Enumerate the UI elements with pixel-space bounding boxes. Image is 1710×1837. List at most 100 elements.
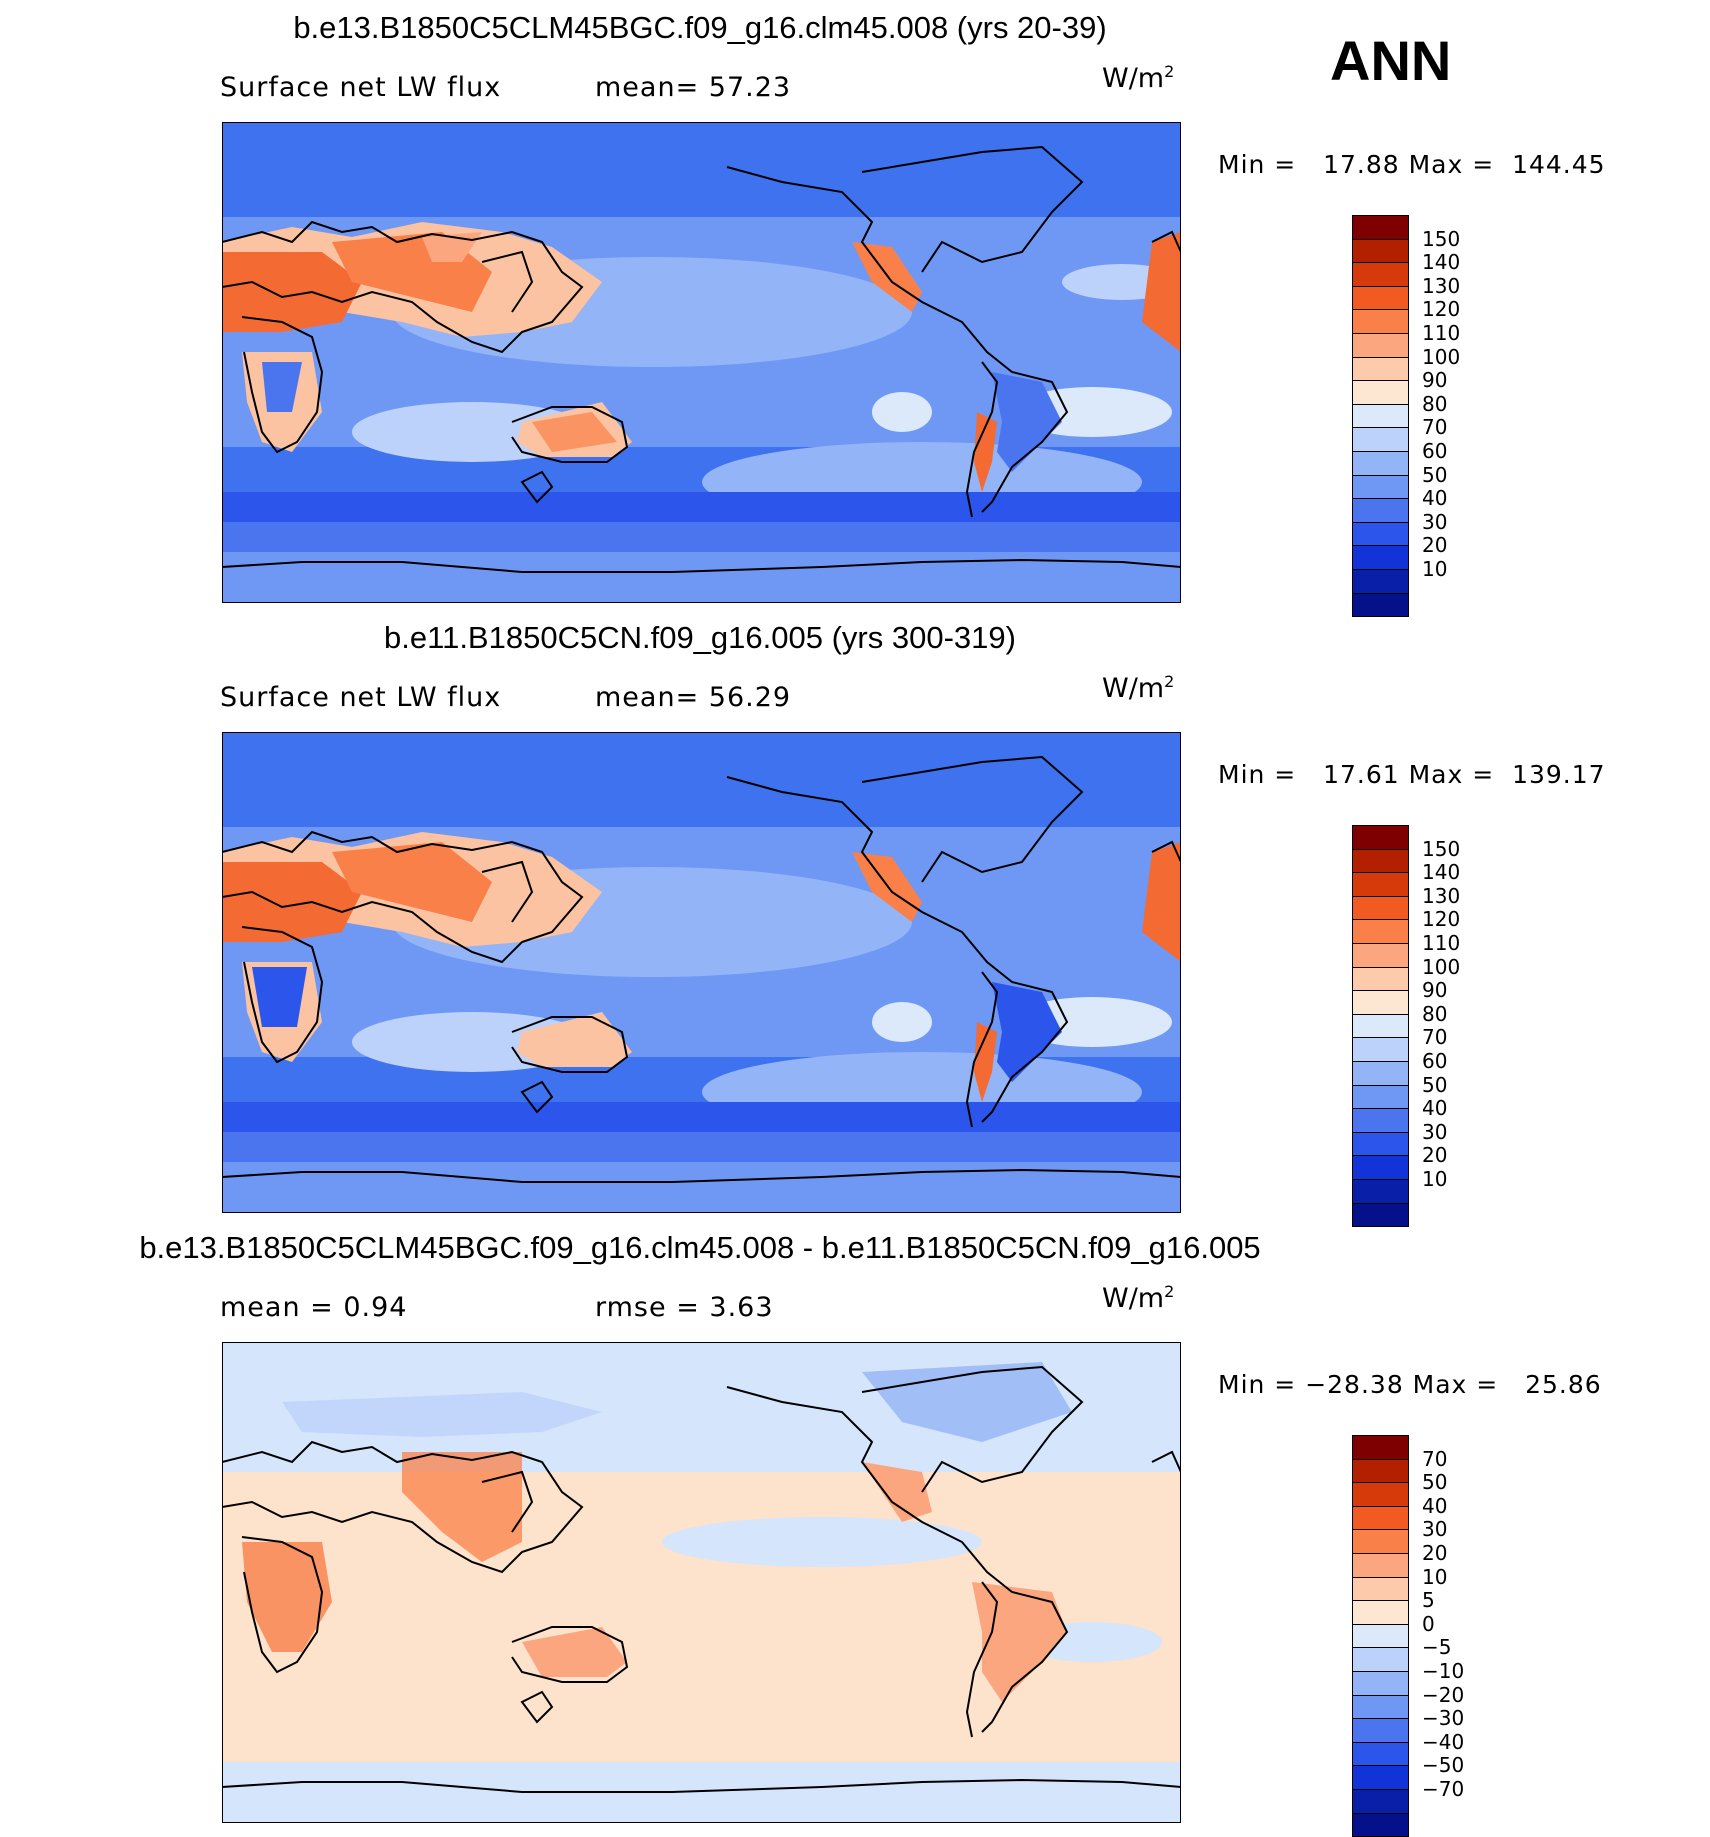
colorbar-swatch [1352,427,1409,452]
colorbar-tick-label: 60 [1422,1049,1448,1073]
colorbar-tick-label: 150 [1422,226,1461,251]
colorbar-swatch [1352,943,1409,968]
colorbar-tick-label: 80 [1422,391,1448,416]
units-label: W/m2 [1102,62,1175,94]
colorbar-tick-label: 90 [1422,368,1448,393]
colorbar-tick-label: −20 [1422,1682,1465,1707]
colorbar-tick-label: 130 [1422,273,1461,298]
colorbar-swatch [1352,309,1409,334]
colorbar-swatch [1352,1529,1409,1554]
colorbar-swatch [1352,238,1409,264]
colorbar-tick-label: 150 [1422,836,1461,861]
colorbar-swatch [1352,1202,1409,1228]
colorbar-tick-label: 90 [1422,978,1448,1003]
colorbar: 150 140 130 120 110 100 90 80 70 60 50 40 30 20 10 [1352,215,1460,618]
colorbar-swatch [1352,825,1409,850]
colorbar-tick-label: 100 [1422,344,1461,369]
colorbar-tick-label: 40 [1422,1096,1448,1121]
colorbar-swatch [1352,1647,1409,1672]
units-label: W/m2 [1102,672,1175,704]
colorbar-swatch [1352,215,1409,240]
mean-label: mean= 57.23 [595,72,792,103]
colorbar: 70 50 40 30 20 10 5 0 −5 −10 −20 −30 −40 −50 −70 [1352,1435,1464,1837]
colorbar-swatch [1352,451,1409,476]
colorbar-tick-label: −70 [1422,1777,1465,1801]
colorbar-swatch [1352,569,1409,594]
colorbar-swatch [1352,545,1409,570]
colorbar-tick-label: 20 [1422,1541,1448,1565]
colorbar-swatch [1352,1671,1409,1696]
colorbar-tick-label: 5 [1422,1588,1435,1613]
colorbar-tick-label: −40 [1422,1729,1465,1754]
variable-label: Surface net LW flux [220,72,502,103]
colorbar-swatch [1352,1013,1409,1039]
colorbar-swatch [1352,262,1409,287]
colorbar-tick-label: 0 [1422,1611,1435,1636]
colorbar-swatch [1352,1553,1409,1578]
colorbar-tick-label: 110 [1422,931,1461,955]
colorbar-swatch [1352,919,1409,944]
colorbar-tick-label: 10 [1422,1564,1448,1589]
colorbar-tick-label: 60 [1422,439,1448,463]
colorbar-tick-label: 30 [1422,509,1448,534]
colorbar-swatch [1352,1600,1409,1625]
colorbar-swatch [1352,848,1409,874]
colorbar-tick-label: 110 [1422,321,1461,345]
colorbar: 150 140 130 120 110 100 90 80 70 60 50 40 30 20 10 [1352,825,1460,1228]
min-max-label: Min = −28.38 Max = 25.86 [1218,1370,1602,1399]
colorbar-swatch [1352,1061,1409,1086]
colorbar-tick-label: 140 [1422,250,1461,275]
colorbar-swatch [1352,592,1409,618]
colorbar-swatch [1352,1718,1409,1743]
colorbar-swatch [1352,1435,1409,1460]
panel-title: b.e13.B1850C5CLM45BGC.f09_g16.clm45.008 … [139,1230,1261,1265]
colorbar-tick-label: 40 [1422,486,1448,511]
panel-model-b: b.e11.B1850C5CN.f09_g16.005 (yrs 300-319… [0,610,1710,1228]
colorbar-swatch [1352,356,1409,382]
panel-difference: b.e13.B1850C5CLM45BGC.f09_g16.clm45.008 … [0,1220,1710,1837]
colorbar-tick-label: 80 [1422,1001,1448,1026]
colorbar-tick-label: 70 [1422,415,1448,440]
variable-label: Surface net LW flux [220,682,502,713]
mean-label: mean= 56.29 [595,682,792,713]
mean-label: mean = 0.94 [220,1292,408,1323]
colorbar-tick-label: 100 [1422,954,1461,979]
colorbar-swatch [1352,1037,1409,1062]
colorbar-swatch [1352,1458,1409,1484]
colorbar-swatch [1352,1108,1409,1133]
colorbar-swatch [1352,380,1409,405]
colorbar-swatch [1352,1623,1409,1649]
colorbar-tick-label: −10 [1422,1659,1465,1683]
rmse-label: rmse = 3.63 [595,1292,774,1323]
map-difference [222,1342,1181,1823]
colorbar-swatch [1352,1179,1409,1204]
panel-model-a: b.e13.B1850C5CLM45BGC.f09_g16.clm45.008 … [0,0,1710,618]
colorbar-tick-label: −5 [1422,1635,1452,1660]
map-field [222,122,1181,603]
map-field [222,732,1181,1213]
panel-title: b.e11.B1850C5CN.f09_g16.005 (yrs 300-319… [384,620,1016,655]
colorbar-swatch [1352,498,1409,523]
colorbar-swatch [1352,474,1409,500]
colorbar-swatch [1352,1741,1409,1767]
colorbar-swatch [1352,1812,1409,1837]
colorbar-swatch [1352,872,1409,897]
min-max-label: Min = 17.61 Max = 139.17 [1218,760,1606,789]
colorbar-swatch [1352,1131,1409,1157]
colorbar-tick-label: 70 [1422,1446,1448,1471]
colorbar-swatch [1352,1576,1409,1602]
colorbar-swatch [1352,285,1409,311]
panel-title: b.e13.B1850C5CLM45BGC.f09_g16.clm45.008 … [293,10,1107,45]
colorbar-tick-label: 30 [1422,1119,1448,1144]
colorbar-tick-label: 70 [1422,1025,1448,1050]
colorbar-swatch [1352,1789,1409,1814]
colorbar-tick-label: 10 [1422,557,1448,581]
colorbar-tick-label: −50 [1422,1753,1465,1778]
colorbar-tick-label: −30 [1422,1706,1465,1731]
colorbar-tick-label: 50 [1422,1072,1448,1097]
colorbar-swatch [1352,966,1409,992]
colorbar-swatch [1352,1155,1409,1180]
colorbar-swatch [1352,1505,1409,1531]
colorbar-tick-label: 130 [1422,883,1461,908]
colorbar-tick-label: 120 [1422,297,1461,322]
